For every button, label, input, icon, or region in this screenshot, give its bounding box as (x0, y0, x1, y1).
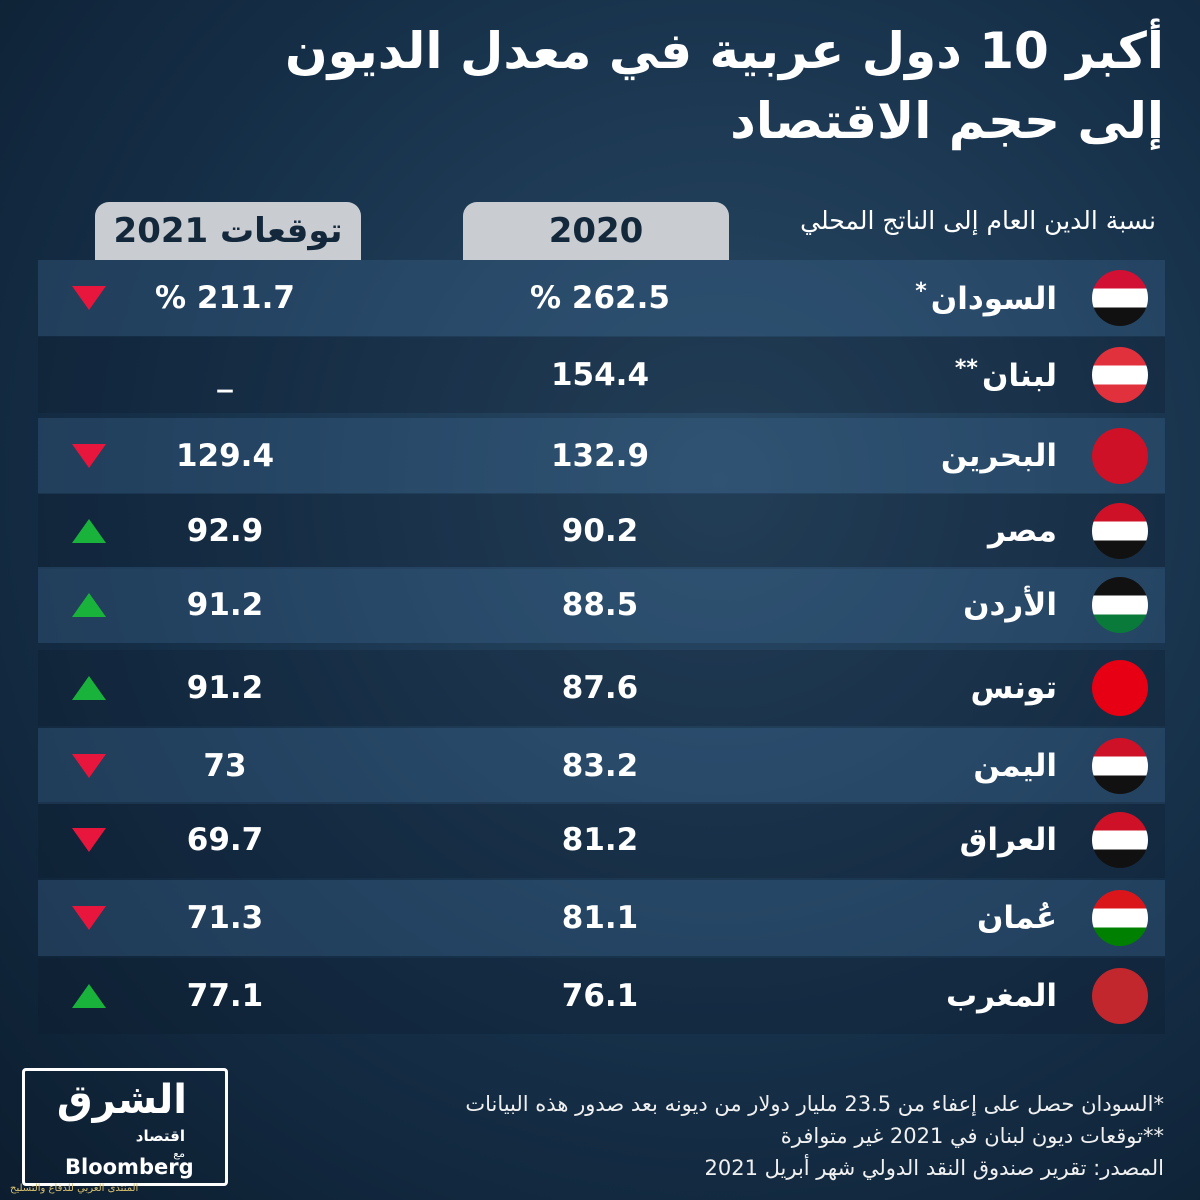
country-name: الأردن (963, 587, 1057, 623)
value-2021: 73 (203, 748, 247, 784)
row-band (38, 958, 1165, 1034)
row-band (38, 337, 1165, 413)
value-2020: 76.1 (561, 978, 639, 1014)
country-name: العراق (960, 822, 1057, 858)
value-2020: 154.4 (550, 357, 650, 393)
value-2021: _ (217, 357, 233, 393)
country-name: لبنان** (955, 356, 1057, 394)
country: الأردن (963, 587, 1057, 623)
flag (1092, 738, 1148, 794)
country: العراق (959, 822, 1057, 858)
row-band (38, 802, 1165, 878)
logo-with: مع (173, 1147, 185, 1160)
country: تونس (970, 670, 1057, 706)
country-name: السودان* (915, 279, 1057, 317)
value-2021: 77.1 (186, 978, 264, 1014)
flag (1092, 577, 1148, 633)
flag (1092, 428, 1148, 484)
note-mark: ** (954, 355, 978, 381)
value-2020: 87.6 (561, 670, 639, 706)
country-name: اليمن (973, 748, 1057, 784)
country-name: تونس (970, 670, 1057, 706)
logo-name: الشرق (56, 1077, 187, 1123)
flag (1092, 812, 1148, 868)
column-header: نسبة الدين العام إلى الناتج المحلي (800, 206, 1156, 235)
value-2020: 83.2 (561, 748, 639, 784)
title: أكبر 10 دول عربية في معدل الديون (284, 22, 1164, 80)
value-2020: % 262.5 (530, 280, 670, 316)
trend-arrow (72, 906, 106, 930)
country-name: المغرب (946, 978, 1057, 1014)
flag (1092, 270, 1148, 326)
country: المغرب (946, 978, 1057, 1014)
value-2021: 92.9 (186, 513, 264, 549)
country: مصر (987, 513, 1057, 549)
footnote: المصدر: تقرير صندوق النقد الدولي شهر أبر… (704, 1156, 1164, 1180)
trend-arrow (72, 444, 106, 468)
trend-arrow (72, 984, 106, 1008)
country: عُمان (976, 900, 1057, 936)
trend-arrow (72, 286, 106, 310)
value-2021: % 211.7 (155, 280, 295, 316)
value-2021: 91.2 (186, 587, 264, 623)
row-band (38, 418, 1165, 494)
row-band (38, 260, 1165, 336)
country: لبنان (981, 358, 1057, 395)
column-header: 2020 (463, 202, 729, 260)
trend-arrow (72, 593, 106, 617)
trend-arrow (72, 754, 106, 778)
logo-partner: Bloomberg (65, 1155, 194, 1179)
column-header: توقعات 2021 (95, 202, 361, 260)
title: إلى حجم الاقتصاد (730, 92, 1164, 150)
flag (1092, 890, 1148, 946)
logo: الشرق اقتصاد مع Bloomberg (22, 1068, 228, 1186)
footnote: *السودان حصل على إعفاء من 23.5 مليار دول… (465, 1092, 1164, 1116)
flag (1092, 968, 1148, 1024)
value-2020: 132.9 (550, 438, 650, 474)
row-band (38, 728, 1165, 804)
value-2020: 81.2 (561, 822, 639, 858)
value-2020: 81.1 (561, 900, 639, 936)
row-band (38, 567, 1165, 643)
country-name: البحرين (941, 438, 1057, 474)
value-2021: 129.4 (175, 438, 275, 474)
country-name: مصر (988, 513, 1057, 549)
row-band (38, 880, 1165, 956)
country-name: عُمان (977, 900, 1057, 936)
value-2021: 91.2 (186, 670, 264, 706)
flag (1092, 660, 1148, 716)
country: البحرين (940, 438, 1057, 474)
value-2020: 90.2 (561, 513, 639, 549)
value-2020: 88.5 (561, 587, 639, 623)
row-band (38, 493, 1165, 569)
trend-arrow (72, 519, 106, 543)
row-band (38, 650, 1165, 726)
value-2021: 69.7 (186, 822, 264, 858)
note-mark: * (915, 278, 927, 304)
footnote: **توقعات ديون لبنان في 2021 غير متوافرة (780, 1124, 1164, 1148)
watermark: المنتدى العربي للدفاع والتسليح (10, 1183, 139, 1194)
country: السودان (930, 281, 1057, 318)
flag (1092, 347, 1148, 403)
country: اليمن (973, 748, 1057, 784)
flag (1092, 503, 1148, 559)
value-2021: 71.3 (186, 900, 264, 936)
trend-arrow (72, 676, 106, 700)
logo-sub: اقتصاد (135, 1127, 185, 1145)
trend-arrow (72, 828, 106, 852)
